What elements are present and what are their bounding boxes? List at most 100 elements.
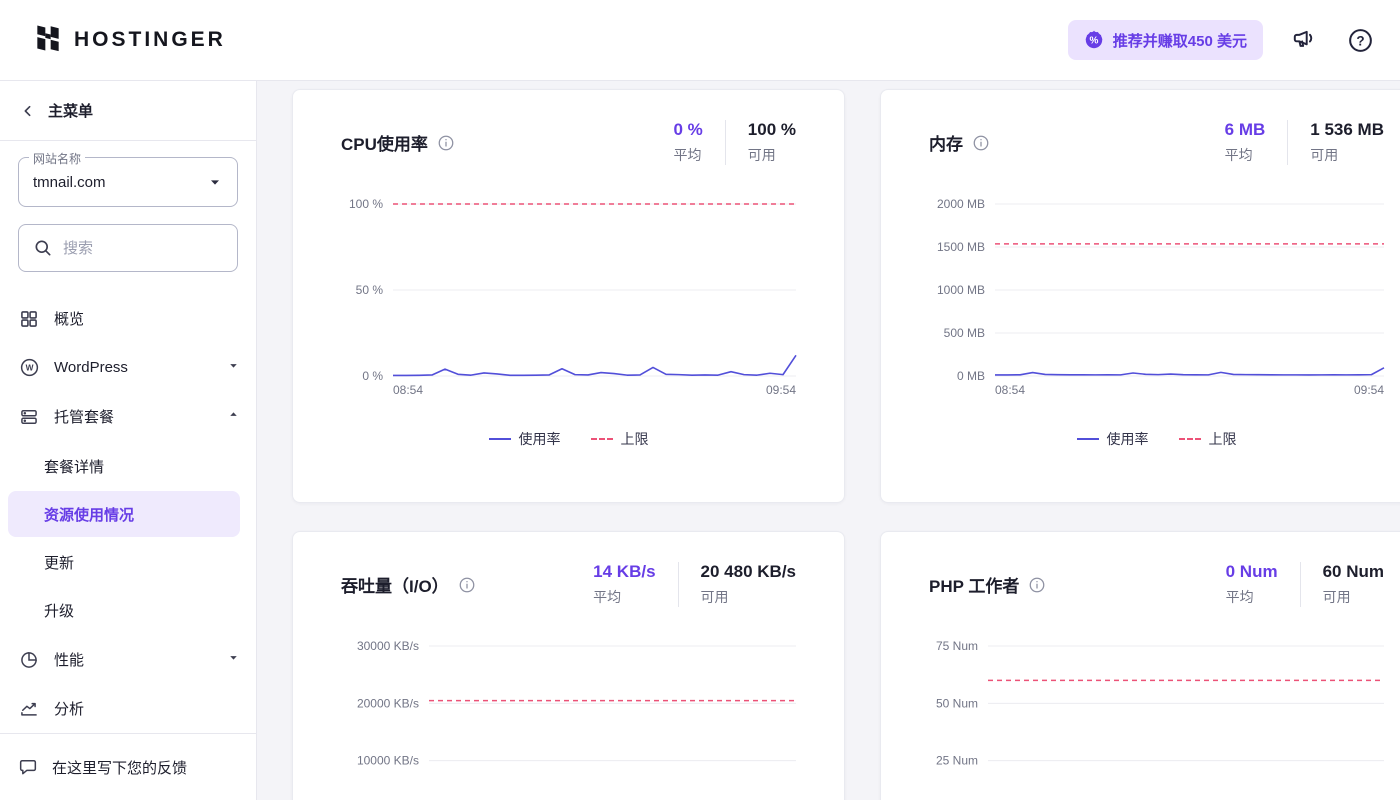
cpu-usage-card: CPU使用率 0 % 平均 100 % 可用 [292,89,845,503]
info-icon[interactable] [1028,576,1046,594]
svg-text:%: % [1089,36,1098,47]
chart-legend: 使用率 上限 [881,429,1400,449]
avg-label: 平均 [1225,589,1254,605]
main-menu-label: 主菜单 [48,103,94,120]
stat-divider [1287,120,1289,165]
svg-text:50 Num: 50 Num [936,696,978,710]
sidebar-subitem-label: 更新 [44,554,75,572]
legend-limit: 上限 [1178,429,1237,449]
sidebar-footer: 在这里写下您的反馈 [0,733,256,800]
info-icon[interactable] [458,576,476,594]
megaphone-icon[interactable] [1289,25,1319,55]
sidebar: 主菜单 网站名称 tmnail.com 概览 [0,81,257,800]
sidebar-nav: 概览 W WordPress 托管套餐 [0,294,256,733]
search-input[interactable] [63,239,223,257]
hostinger-logo[interactable]: HOSTINGER [32,22,226,59]
chevron-down-icon [207,174,223,190]
main-content: CPU使用率 0 % 平均 100 % 可用 [257,81,1400,800]
info-icon[interactable] [972,134,990,152]
referral-label: 推荐并赚取450 美元 [1112,32,1247,50]
line-chart-icon [18,699,40,719]
sidebar-subitem-label: 升级 [44,602,75,620]
svg-text:25 Num: 25 Num [936,754,978,768]
svg-text:1500 MB: 1500 MB [937,240,985,254]
max-value: 60 Num [1322,562,1384,581]
cpu-usage-chart: 100 % 50 % 0 % 08:54 09:54 [293,182,844,425]
svg-text:08:54: 08:54 [995,383,1025,397]
sidebar-item-analytics[interactable]: 分析 [0,684,256,733]
logo-text: HOSTINGER [74,28,226,51]
feedback-link[interactable]: 在这里写下您的反馈 [0,734,256,800]
sidebar-item-label: WordPress [54,359,128,376]
percent-badge-icon: % [1084,30,1104,50]
svg-text:50 %: 50 % [356,283,384,297]
sidebar-item-label: 概览 [54,311,85,328]
usage-line-swatch [488,438,511,440]
website-select-label: 网站名称 [29,150,86,167]
memory-card: 内存 6 MB 平均 1 536 MB 可用 [880,89,1400,503]
svg-text:20000 KB/s: 20000 KB/s [357,696,419,710]
back-button[interactable]: 主菜单 [0,81,256,141]
sidebar-subitem-upgrade[interactable]: 升级 [8,587,240,633]
sidebar-item-hosting-plan[interactable]: 托管套餐 [0,392,256,441]
io-throughput-card: 吞吐量（I/O） 14 KB/s 平均 20 480 KB/s 可用 [292,531,845,800]
chevron-down-icon [227,651,240,668]
svg-text:08:54: 08:54 [393,383,423,397]
website-select-value: tmnail.com [33,173,106,191]
help-icon[interactable]: ? [1345,25,1376,56]
sidebar-subitem-plan-details[interactable]: 套餐详情 [8,443,240,489]
referral-button[interactable]: % 推荐并赚取450 美元 [1067,20,1263,60]
sidebar-item-overview[interactable]: 概览 [0,294,256,343]
usage-line-swatch [1076,438,1099,440]
sidebar-item-performance[interactable]: 性能 [0,635,256,684]
pie-chart-icon [18,650,40,670]
svg-text:10000 KB/s: 10000 KB/s [357,754,419,768]
top-header: HOSTINGER % 推荐并赚取450 美元 ? [0,0,1400,81]
php-workers-card: PHP 工作者 0 Num 平均 60 Num 可用 [880,531,1400,800]
svg-text:75 Num: 75 Num [936,639,978,653]
legend-usage: 使用率 [1076,429,1149,449]
server-icon [18,407,40,427]
svg-text:1000 MB: 1000 MB [937,283,985,297]
speech-bubble-icon [18,757,38,777]
sidebar-subitem-resources-usage[interactable]: 资源使用情况 [8,491,240,537]
search-icon [33,238,53,258]
card-title: PHP 工作者 [929,577,1020,596]
svg-text:09:54: 09:54 [766,383,796,397]
grid-icon [18,309,40,329]
sidebar-item-wordpress[interactable]: W WordPress [0,343,256,392]
memory-chart: 2000 MB 1500 MB 1000 MB 500 MB 0 MB 08:54 09:5… [881,182,1400,425]
wordpress-icon: W [18,357,40,378]
sidebar-subitem-updates[interactable]: 更新 [8,539,240,585]
limit-line-swatch [590,438,613,440]
avg-label: 平均 [1224,147,1253,163]
max-label: 可用 [1322,589,1351,605]
avg-value: 0 Num [1225,562,1278,581]
avg-label: 平均 [673,147,702,163]
sidebar-subitem-label: 套餐详情 [44,458,105,476]
avg-value: 0 % [673,120,703,139]
chevron-down-icon [227,359,240,376]
feedback-label: 在这里写下您的反馈 [52,759,188,777]
website-select[interactable]: 网站名称 tmnail.com [18,150,238,207]
card-title: CPU使用率 [341,135,428,154]
stat-divider [677,562,679,607]
info-icon[interactable] [437,134,455,152]
chart-legend: 使用率 上限 [293,429,844,449]
svg-text:2000 MB: 2000 MB [937,197,985,211]
svg-text:09:54: 09:54 [1354,383,1384,397]
svg-text:0 MB: 0 MB [957,369,985,383]
chevron-left-icon [20,103,36,119]
stat-divider [724,120,726,165]
svg-text:500 MB: 500 MB [944,326,985,340]
svg-text:100 %: 100 % [349,197,383,211]
max-label: 可用 [747,147,776,163]
sidebar-item-label: 托管套餐 [54,409,115,426]
svg-text:0 %: 0 % [362,369,383,383]
max-value: 100 % [747,120,796,139]
limit-line-swatch [1178,438,1201,440]
avg-label: 平均 [593,589,622,605]
svg-text:W: W [25,363,33,373]
avg-value: 14 KB/s [593,562,656,581]
